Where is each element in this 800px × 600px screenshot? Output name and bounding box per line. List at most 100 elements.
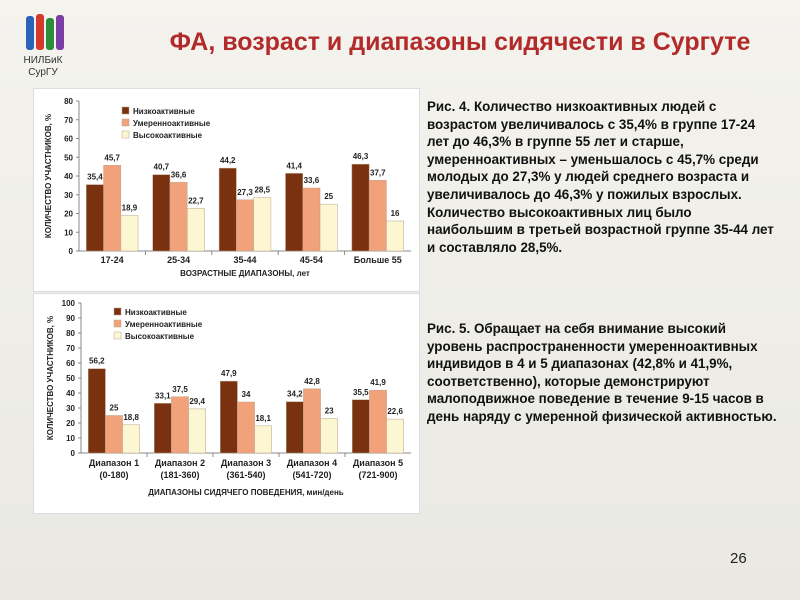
y-tick-label: 60 — [66, 359, 75, 368]
y-tick-label: 70 — [64, 116, 73, 125]
y-tick-label: 0 — [69, 247, 74, 256]
value-label: 42,8 — [304, 377, 320, 386]
value-label: 35,4 — [87, 173, 103, 182]
value-label: 27,3 — [237, 188, 253, 197]
x-tick-sublabel: (721-900) — [358, 470, 397, 480]
value-label: 22,6 — [387, 407, 403, 416]
y-tick-label: 20 — [64, 210, 73, 219]
bar — [218, 167, 237, 252]
x-tick-label: Диапазон 4 — [287, 458, 337, 468]
page-number: 26 — [730, 550, 747, 567]
x-tick-label: 35-44 — [233, 255, 256, 265]
value-label: 45,7 — [104, 153, 120, 162]
y-tick-label: 80 — [66, 329, 75, 338]
value-label: 34,2 — [287, 390, 303, 399]
legend-label: Умеренноактивные — [133, 119, 211, 128]
x-tick-label: Диапазон 5 — [353, 458, 403, 468]
y-axis-label: КОЛИЧЕСТВО УЧАСТНИКОВ, % — [46, 316, 55, 440]
value-label: 35,5 — [353, 388, 369, 397]
x-tick-sublabel: (361-540) — [226, 470, 265, 480]
value-label: 44,2 — [220, 156, 236, 165]
x-tick-sublabel: (181-360) — [160, 470, 199, 480]
value-label: 56,2 — [89, 357, 105, 366]
bar — [86, 184, 104, 252]
y-tick-label: 100 — [62, 299, 76, 308]
value-label: 33,6 — [304, 176, 320, 185]
x-tick-label: Диапазон 3 — [221, 458, 271, 468]
bar — [105, 415, 123, 454]
y-tick-label: 20 — [66, 419, 75, 428]
x-tick-label: Диапазон 1 — [89, 458, 139, 468]
value-label: 41,9 — [370, 378, 386, 387]
value-label: 37,5 — [172, 385, 188, 394]
bar — [351, 163, 370, 252]
bar — [302, 187, 321, 252]
bar — [386, 220, 404, 252]
caption: Рис. 4. Количество низкоактивных людей с… — [427, 99, 774, 255]
x-axis-label: ВОЗРАСТНЫЕ ДИАПАЗОНЫ, лет — [180, 269, 310, 278]
value-label: 28,5 — [254, 186, 270, 195]
bar — [154, 403, 172, 454]
caption: Рис. 5. Обращает на себя внимание высоки… — [427, 321, 777, 424]
logo-icon — [26, 14, 64, 50]
value-label: 40,7 — [154, 163, 170, 172]
bar — [152, 174, 171, 252]
bar — [352, 399, 370, 454]
legend-label: Умеренноактивные — [125, 320, 203, 329]
value-label: 18,1 — [255, 414, 271, 423]
value-label: 34 — [242, 390, 251, 399]
value-label: 46,3 — [353, 152, 369, 161]
logo-text: НИЛБиК СурГУ — [18, 55, 68, 79]
value-label: 37,7 — [370, 168, 386, 177]
y-tick-label: 40 — [64, 172, 73, 181]
y-tick-label: 30 — [66, 404, 75, 413]
logo-line: СурГУ — [28, 67, 58, 78]
legend-label: Высокоактивные — [133, 131, 203, 140]
legend-label: Низкоактивные — [133, 107, 195, 116]
value-label: 47,9 — [221, 369, 237, 378]
slide-title: ФА, возраст и диапазоны сидячести в Сург… — [169, 28, 751, 56]
x-tick-label: Диапазон 2 — [155, 458, 205, 468]
x-tick-label: 17-24 — [101, 255, 124, 265]
y-tick-label: 30 — [64, 191, 73, 200]
bar — [253, 197, 272, 252]
bar — [103, 165, 122, 252]
chart: 0 10 20 30 40 50 60 70 80 КОЛИЧЕСТВО УЧАСТНИКОВ, … — [33, 88, 420, 292]
y-tick-label: 50 — [66, 374, 75, 383]
bar — [320, 418, 338, 454]
x-tick-sublabel: (0-180) — [99, 470, 128, 480]
bar — [171, 396, 189, 454]
y-tick-label: 60 — [64, 135, 73, 144]
bar — [220, 380, 238, 454]
value-label: 29,4 — [189, 397, 205, 406]
legend-swatch — [113, 307, 122, 316]
bar — [188, 408, 206, 454]
bar — [254, 425, 272, 454]
bar — [369, 389, 387, 454]
chart: 0 10 20 30 40 50 60 70 80 90 100 КОЛИЧЕСТВО УЧАСТНИ… — [33, 293, 420, 514]
value-label: 25 — [110, 404, 119, 413]
bar — [88, 368, 106, 454]
legend-swatch — [121, 106, 130, 115]
y-tick-label: 70 — [66, 344, 75, 353]
bar — [319, 203, 338, 252]
bar — [303, 388, 321, 454]
y-tick-label: 50 — [64, 153, 73, 162]
bar — [120, 215, 139, 252]
y-tick-label: 90 — [66, 314, 75, 323]
bar — [169, 182, 188, 252]
value-label: 23 — [325, 407, 334, 416]
legend-swatch — [113, 319, 122, 328]
x-tick-sublabel: (541-720) — [292, 470, 331, 480]
bar — [286, 401, 304, 454]
logo-line: НИЛБиК — [23, 55, 63, 66]
x-axis-label: ДИАПАЗОНЫ СИДЯЧЕГО ПОВЕДЕНИЯ, мин/день — [148, 488, 344, 497]
value-label: 33,1 — [155, 391, 171, 400]
legend-swatch — [113, 331, 122, 340]
bar — [285, 173, 304, 252]
value-label: 16 — [391, 209, 400, 218]
x-tick-label: 25-34 — [167, 255, 190, 265]
legend-label: Низкоактивные — [125, 308, 187, 317]
x-tick-label: 45-54 — [300, 255, 323, 265]
